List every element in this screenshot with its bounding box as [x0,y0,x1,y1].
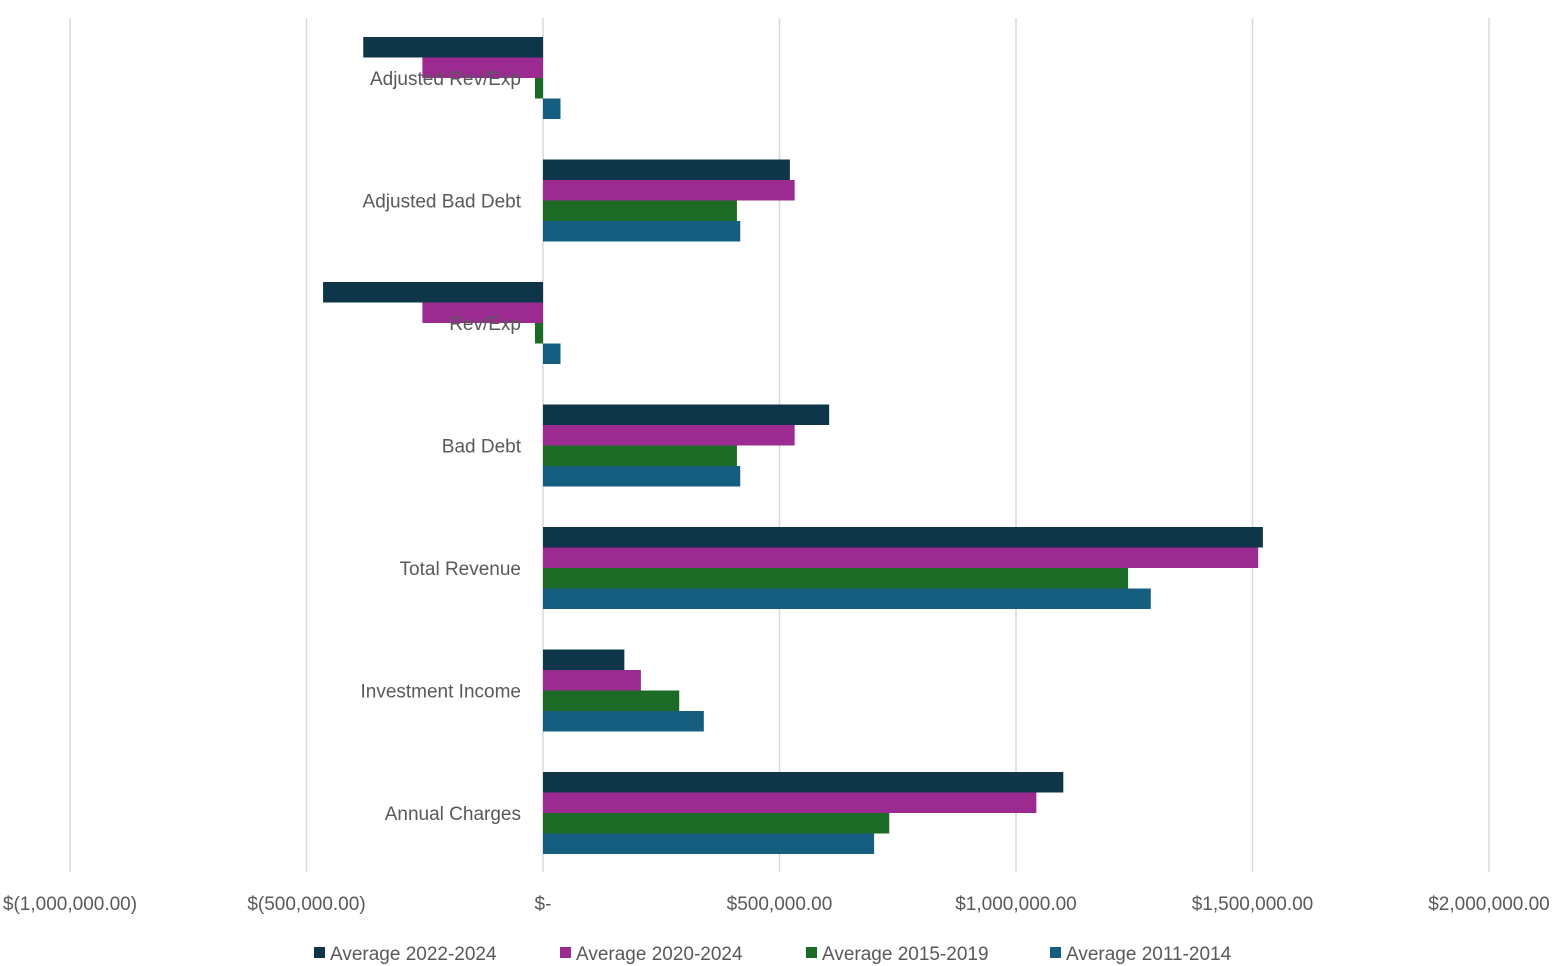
bar-adjusted-rev-exp-series-0 [363,37,543,58]
legend-swatch-2 [806,947,817,958]
bar-total-revenue-series-1 [543,547,1259,568]
bar-adjusted-bad-debt-series-0 [543,159,790,180]
bar-investment-income-series-2 [543,690,680,711]
bar-bad-debt-series-0 [543,404,830,425]
bar-annual-charges-series-1 [543,792,1037,813]
category-label-total-revenue: Total Revenue [400,559,521,580]
x-tick-label-6: $2,000,000.00 [1428,894,1550,915]
x-tick-label-1: $(500,000.00) [247,894,365,915]
legend-item-3: Average 2011-2014 [1050,944,1232,965]
legend-item-2: Average 2015-2019 [806,944,989,965]
bar-total-revenue-series-2 [543,568,1129,589]
bar-annual-charges-series-2 [543,813,890,834]
bar-rev-exp-series-3 [543,343,561,364]
legend: Average 2022-2024 Average 2020-2024 Averag… [314,944,1232,965]
bar-bad-debt-series-3 [543,466,741,487]
category-labels: Adjusted Rev/Exp Adjusted Bad Debt Rev/Exp… [360,69,521,825]
bar-adjusted-bad-debt-series-2 [543,200,737,221]
category-label-adjusted-rev-exp: Adjusted Rev/Exp [370,69,521,90]
bar-adjusted-rev-exp-series-1 [422,57,543,78]
bars [323,37,1263,854]
bar-adjusted-bad-debt-series-1 [543,180,795,201]
bar-adjusted-rev-exp-series-3 [543,98,561,119]
legend-swatch-0 [314,947,325,958]
bar-bad-debt-series-1 [543,425,795,446]
legend-label-2: Average 2015-2019 [822,944,989,965]
bar-rev-exp-series-2 [534,323,543,344]
x-tick-label-0: $(1,000,000.00) [3,894,137,915]
bar-adjusted-bad-debt-series-3 [543,221,741,242]
bar-bad-debt-series-2 [543,445,737,466]
bar-annual-charges-series-3 [543,833,875,854]
bar-annual-charges-series-0 [543,772,1064,793]
bar-rev-exp-series-1 [422,302,543,323]
category-label-adjusted-bad-debt: Adjusted Bad Debt [363,192,522,213]
legend-swatch-1 [560,947,571,958]
bar-investment-income-series-3 [543,711,704,732]
legend-item-0: Average 2022-2024 [314,944,497,965]
bar-investment-income-series-0 [543,649,625,670]
x-tick-label-5: $1,500,000.00 [1192,894,1314,915]
x-tick-label-4: $1,000,000.00 [955,894,1077,915]
legend-label-3: Average 2011-2014 [1066,944,1232,965]
category-label-investment-income: Investment Income [360,682,521,703]
bar-total-revenue-series-3 [543,588,1151,609]
category-label-rev-exp: Rev/Exp [449,314,521,335]
category-label-annual-charges: Annual Charges [385,804,521,825]
bar-total-revenue-series-0 [543,527,1263,548]
legend-label-0: Average 2022-2024 [330,944,497,965]
bar-rev-exp-series-0 [323,282,543,303]
legend-swatch-3 [1050,947,1061,958]
x-axis-tick-labels: $(1,000,000.00) $(500,000.00) $- $500,000.0… [3,894,1550,915]
category-label-bad-debt: Bad Debt [442,437,522,458]
legend-item-1: Average 2020-2024 [560,944,743,965]
x-tick-label-2: $- [535,894,552,915]
bar-adjusted-rev-exp-series-2 [534,78,543,99]
bar-investment-income-series-1 [543,670,641,691]
x-tick-label-3: $500,000.00 [727,894,833,915]
legend-label-1: Average 2020-2024 [576,944,743,965]
